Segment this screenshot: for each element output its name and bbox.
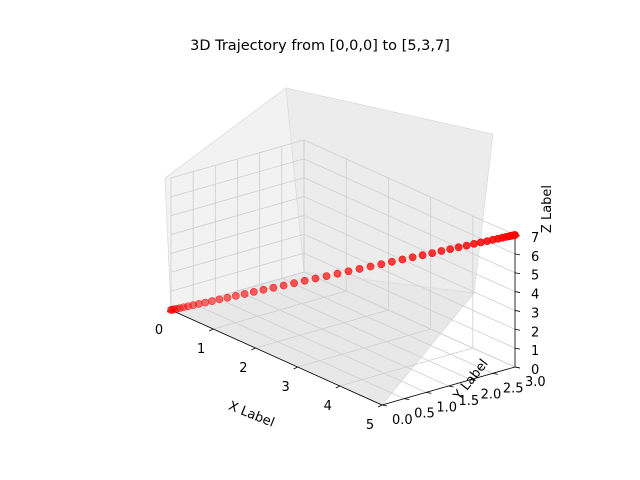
data-points xyxy=(167,231,519,314)
z-tick-mark xyxy=(514,366,521,369)
grid-line-z-back xyxy=(303,158,516,255)
grid-line-y-floor xyxy=(215,296,427,393)
data-point xyxy=(269,283,278,292)
grid-line-y-floor xyxy=(281,277,493,374)
y-tick-label: 0.5 xyxy=(414,407,435,422)
y-tick-label: 2.0 xyxy=(481,388,502,403)
z-tick-mark xyxy=(514,310,521,312)
y-tick-label: 2.5 xyxy=(503,381,524,396)
x-tick-mark xyxy=(377,404,383,408)
grid-line-z-left xyxy=(170,252,305,292)
z-tick-mark xyxy=(514,253,521,256)
grid-line-z-back xyxy=(303,233,516,330)
x-axis-label: X Label xyxy=(226,399,276,431)
grid-line-y-floor xyxy=(193,303,405,400)
data-point xyxy=(279,281,288,290)
data-point xyxy=(259,285,268,294)
data-point xyxy=(428,249,437,257)
x-axis-line xyxy=(170,309,383,406)
grid-line-z-back xyxy=(303,215,516,311)
z-tick-label: 0 xyxy=(531,363,539,378)
data-point xyxy=(240,290,249,298)
data-point xyxy=(387,257,396,266)
grid-line-z-back xyxy=(303,177,516,274)
grid-line-z-left xyxy=(170,158,305,198)
grid-line-z-left xyxy=(170,177,305,217)
data-point xyxy=(511,231,519,239)
data-point xyxy=(408,253,417,262)
data-point xyxy=(366,262,375,271)
z-axis-label: Z Label xyxy=(540,185,555,233)
grid-line-y-floor xyxy=(237,290,449,387)
chart-title: 3D Trajectory from [0,0,0] to [5,3,7] xyxy=(190,38,450,54)
grid-line-z-left xyxy=(170,139,305,179)
data-point xyxy=(398,255,407,264)
data-point xyxy=(355,264,364,273)
z-tick-mark xyxy=(514,328,521,331)
x-tick-label: 1 xyxy=(197,342,205,357)
z-tick-label: 7 xyxy=(531,231,539,246)
data-point xyxy=(454,243,463,252)
data-point xyxy=(344,267,353,276)
x-tick-label: 0 xyxy=(155,323,163,338)
y-tick-label: 0.0 xyxy=(392,413,413,428)
data-point xyxy=(311,274,320,283)
z-tick-mark xyxy=(514,272,521,275)
y-tick-label: 1.0 xyxy=(436,400,457,415)
x-tick-label: 5 xyxy=(366,418,374,433)
data-point xyxy=(418,251,427,260)
grid-line-z-left xyxy=(170,233,305,273)
data-point xyxy=(231,291,240,300)
grid-line-z-left xyxy=(170,196,305,235)
data-point xyxy=(290,279,298,288)
y-tick-label: 1.5 xyxy=(459,394,480,409)
z-tick-mark xyxy=(514,291,521,293)
z-tick-label: 1 xyxy=(531,344,539,359)
x-tick-mark xyxy=(251,347,256,351)
pane-left xyxy=(164,87,305,311)
data-point xyxy=(476,238,485,247)
grid-line-z-left xyxy=(170,215,305,254)
z-tick-label: 5 xyxy=(531,269,539,284)
data-point xyxy=(470,239,478,248)
data-point xyxy=(322,272,331,280)
z-tick-label: 6 xyxy=(531,250,539,265)
data-point xyxy=(249,287,258,296)
data-point xyxy=(300,276,309,285)
y-axis-line xyxy=(381,366,516,406)
x-tick-mark xyxy=(293,366,298,370)
z-tick-label: 2 xyxy=(531,325,539,340)
x-tick-label: 4 xyxy=(324,399,332,414)
data-point xyxy=(446,245,455,253)
y-tick-label: 3.0 xyxy=(525,375,546,390)
z-tick-label: 4 xyxy=(531,288,539,303)
grid-line-z-back xyxy=(303,252,516,349)
data-point xyxy=(194,299,203,308)
data-point xyxy=(462,241,471,250)
data-point xyxy=(223,293,232,302)
z-tick-mark xyxy=(514,347,521,350)
x-tick-label: 3 xyxy=(281,380,289,395)
axes xyxy=(166,234,521,408)
data-point xyxy=(215,295,224,304)
data-point xyxy=(377,260,386,269)
x-tick-label: 2 xyxy=(239,361,247,376)
grid-line-z-back xyxy=(303,196,516,292)
grid-line-y-floor xyxy=(259,284,471,381)
grid-line-z-back xyxy=(303,139,516,236)
x-tick-mark xyxy=(209,328,214,332)
grid-line-z-back xyxy=(303,271,516,368)
z-tick-label: 3 xyxy=(531,306,539,321)
x-tick-mark xyxy=(335,385,340,389)
data-point xyxy=(208,297,216,305)
data-point xyxy=(201,298,210,307)
data-point xyxy=(333,269,342,278)
data-point xyxy=(437,247,446,255)
